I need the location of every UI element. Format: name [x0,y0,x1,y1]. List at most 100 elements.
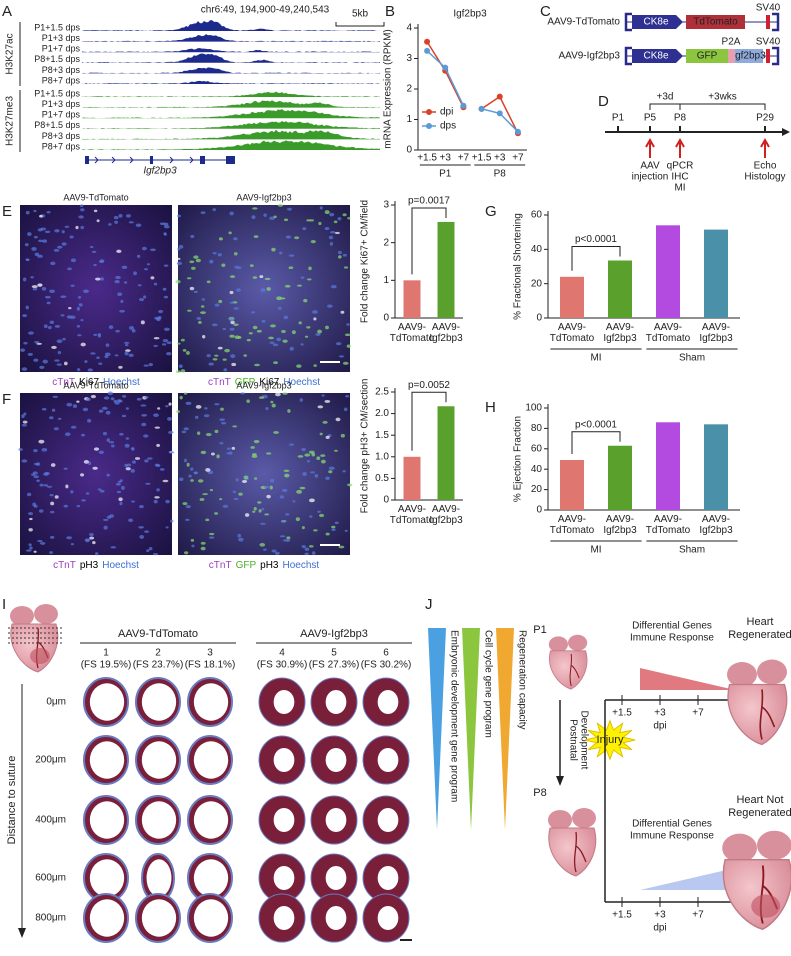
vessel [759,689,776,740]
nucleus [70,425,77,429]
promoter [632,15,683,29]
nucleus [145,482,151,485]
nucleus [146,457,153,460]
nucleus [205,468,211,472]
nucleus [237,533,242,538]
x-tick-label: +7 [512,153,524,164]
sample-fs: (FS 23.7%) [133,660,184,671]
sample-id: 3 [207,648,213,659]
nucleus [162,339,169,343]
nucleus [206,280,211,284]
dpi-unit: dpi [653,721,666,732]
atrium [572,808,596,828]
panel-label: D [598,93,609,110]
nucleus [266,452,272,455]
nucleus [280,297,286,300]
x-tick-label-box: AAV9-TdTomato [550,322,594,344]
age-label: P8 [533,787,546,799]
nucleus [287,409,291,413]
nucleus [217,253,222,257]
stain: cTnT [52,377,75,388]
p-value: p=0.0017 [408,196,450,207]
nucleus [77,296,82,299]
nucleus [304,335,309,338]
nucleus [311,453,316,457]
y-tick-label: 0.5 [375,473,389,484]
gene-arrow [189,156,194,164]
nucleus [252,276,258,279]
event-label: IHC [671,172,688,183]
nucleus [266,287,271,291]
nucleus [329,231,336,234]
lumen [377,906,399,930]
nucleus [84,538,91,542]
nucleus [252,325,258,330]
lumen [325,748,347,772]
nucleus [320,459,326,464]
nucleus [25,549,32,552]
nucleus [91,250,97,253]
nucleus [200,305,205,308]
dpi-tick-label: +1.5 [612,708,632,719]
nucleus [18,448,23,451]
nucleus [131,460,137,464]
lumen [325,690,347,714]
nucleus [270,400,274,404]
nucleus [94,277,101,281]
nucleus [263,213,267,217]
nucleus [159,468,165,471]
bar [608,445,632,510]
nucleus [140,320,145,325]
nucleus [292,500,296,503]
stain: GFP [235,377,256,388]
sample-fs: (FS 19.5%) [81,660,132,671]
nucleus [25,210,30,215]
response-label: Differential Genes [632,819,712,830]
nucleus [214,512,219,515]
nucleus [106,515,112,519]
signal-track [82,34,380,42]
y-tick-label: 4 [406,23,412,34]
nucleus [38,439,45,444]
nucleus [183,392,188,395]
nucleus [277,306,282,310]
nucleus [194,415,199,419]
nucleus [300,343,304,346]
nucleus [102,406,108,410]
nucleus [230,354,236,359]
nucleus [65,484,69,489]
nucleus [114,220,119,224]
nucleus [306,326,311,329]
nucleus [33,358,39,362]
nucleus [195,258,202,263]
lumen [273,906,295,930]
nucleus [258,509,262,513]
nucleus [20,348,26,352]
track-label: P8+7 dps [42,141,81,151]
exon [150,156,153,164]
nucleus [202,493,209,496]
nucleus [83,289,89,294]
nucleus [229,334,235,338]
nucleus [347,217,351,220]
nucleus [153,499,158,504]
nucleus [218,299,223,304]
nucleus [131,328,136,333]
nucleus [283,315,289,320]
nucleus [123,281,128,284]
track-label: P1+7 dps [42,44,81,54]
lumen [377,690,399,714]
point [514,128,521,135]
nucleus [180,338,185,342]
nucleus [83,459,89,464]
atrium [568,634,588,651]
nucleus [344,529,348,532]
nucleus [310,239,316,244]
nucleus [309,498,315,503]
nucleus [125,214,131,218]
y-tick-label: 1.0 [375,451,389,462]
nucleus [229,327,235,331]
nucleus [76,325,81,328]
nucleus [297,455,304,458]
lumen [377,866,399,890]
